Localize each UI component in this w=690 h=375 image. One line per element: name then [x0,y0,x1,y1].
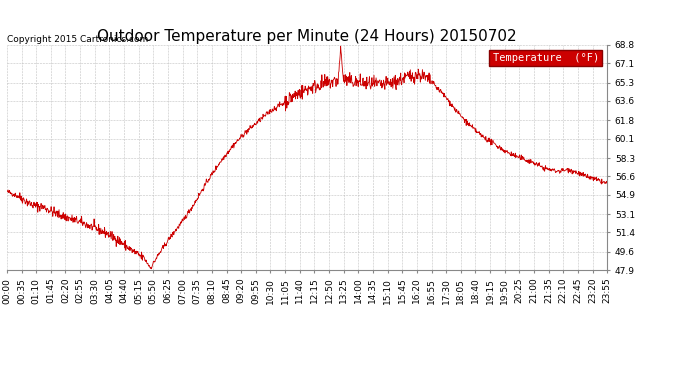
Legend: Temperature  (°F): Temperature (°F) [489,50,602,66]
Title: Outdoor Temperature per Minute (24 Hours) 20150702: Outdoor Temperature per Minute (24 Hours… [97,29,517,44]
Text: Copyright 2015 Cartronics.com: Copyright 2015 Cartronics.com [7,35,148,44]
